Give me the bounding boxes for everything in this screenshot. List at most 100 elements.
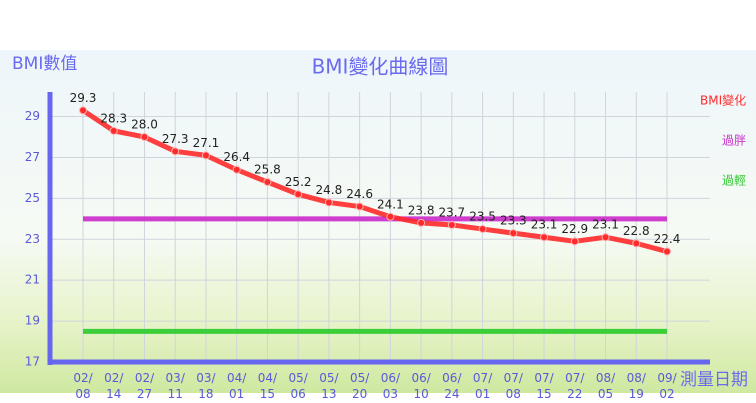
x-tick-part: 08 bbox=[75, 387, 90, 401]
data-point bbox=[79, 106, 87, 115]
x-tick-label: 09/02 bbox=[657, 371, 677, 401]
x-tick-part: 24 bbox=[444, 387, 459, 401]
x-tick-label: 07/22 bbox=[565, 371, 585, 401]
x-tick-part: 04/ bbox=[227, 371, 247, 385]
data-label: 28.3 bbox=[100, 111, 127, 125]
x-tick-part: 22 bbox=[567, 387, 582, 401]
x-tick-part: 18 bbox=[198, 387, 213, 401]
data-label: 23.1 bbox=[531, 218, 558, 232]
data-point bbox=[109, 126, 118, 135]
x-tick-part: 05 bbox=[598, 387, 613, 401]
data-label: 28.0 bbox=[131, 118, 158, 132]
data-point bbox=[324, 198, 333, 207]
data-point bbox=[201, 151, 210, 160]
data-label: 24.1 bbox=[377, 197, 404, 211]
data-point bbox=[140, 133, 149, 141]
data-point bbox=[478, 225, 487, 234]
x-axis-label: 測量日期 bbox=[680, 370, 748, 390]
x-tick-part: 08 bbox=[506, 387, 521, 401]
data-point bbox=[417, 218, 426, 227]
chart-title: BMI變化曲線圖 bbox=[312, 55, 449, 79]
data-label: 25.8 bbox=[254, 163, 281, 177]
data-point bbox=[570, 237, 579, 246]
x-tick-label: 07/01 bbox=[473, 371, 493, 401]
x-tick-label: 06/10 bbox=[411, 371, 431, 401]
x-tick-part: 06/ bbox=[442, 371, 462, 385]
series-line bbox=[81, 108, 668, 254]
x-tick-part: 06/ bbox=[411, 371, 431, 385]
x-tick-part: 19 bbox=[629, 387, 644, 401]
x-tick-part: 08/ bbox=[596, 371, 616, 385]
data-point bbox=[632, 239, 641, 248]
x-tick-label: 02/27 bbox=[135, 371, 155, 401]
y-tick-label: 29 bbox=[25, 109, 40, 123]
x-tick-part: 07/ bbox=[504, 371, 524, 385]
x-tick-label: 04/15 bbox=[258, 371, 278, 401]
legend-label: 過輕 bbox=[722, 174, 746, 188]
x-tick-part: 03/ bbox=[166, 371, 186, 385]
x-tick-label: 05/06 bbox=[289, 371, 309, 401]
x-tick-label: 08/05 bbox=[596, 371, 616, 401]
x-tick-part: 07/ bbox=[473, 371, 493, 385]
x-tick-part: 05/ bbox=[319, 371, 339, 385]
data-point bbox=[263, 178, 272, 186]
x-tick-part: 10 bbox=[413, 387, 428, 401]
data-point bbox=[540, 233, 549, 242]
x-tick-part: 07/ bbox=[534, 371, 554, 385]
data-point bbox=[232, 165, 241, 174]
data-point bbox=[386, 212, 395, 221]
x-tick-part: 07/ bbox=[565, 371, 585, 385]
y-tick-label: 27 bbox=[25, 150, 40, 164]
x-tick-part: 06/ bbox=[381, 371, 401, 385]
x-tick-label: 03/11 bbox=[166, 371, 186, 401]
x-tick-part: 05/ bbox=[350, 371, 370, 385]
x-tick-label: 07/15 bbox=[534, 371, 554, 401]
data-label: 23.7 bbox=[438, 205, 465, 219]
x-tick-label: 02/14 bbox=[104, 371, 124, 401]
x-tick-part: 11 bbox=[168, 387, 183, 401]
data-label: 23.5 bbox=[469, 210, 496, 224]
y-tick-label: 23 bbox=[25, 232, 40, 246]
y-axis-label: BMI數值 bbox=[12, 54, 77, 74]
x-tick-label: 02/08 bbox=[73, 371, 93, 401]
data-label: 27.1 bbox=[193, 136, 220, 150]
data-label: 26.4 bbox=[223, 150, 250, 164]
data-point bbox=[171, 147, 180, 156]
x-tick-label: 06/24 bbox=[442, 371, 462, 401]
data-point bbox=[294, 190, 303, 199]
data-label: 22.4 bbox=[654, 232, 681, 246]
data-point bbox=[355, 202, 364, 211]
data-label: 27.3 bbox=[162, 132, 189, 146]
x-tick-part: 15 bbox=[260, 387, 275, 401]
data-label: 24.8 bbox=[316, 183, 343, 197]
data-label: 23.1 bbox=[592, 218, 619, 232]
data-label: 22.9 bbox=[561, 222, 588, 236]
data-label: 23.8 bbox=[408, 203, 435, 217]
x-tick-label: 06/03 bbox=[381, 371, 401, 401]
x-tick-part: 05/ bbox=[289, 371, 309, 385]
data-point bbox=[601, 233, 610, 242]
x-tick-part: 14 bbox=[106, 387, 121, 401]
x-tick-part: 03 bbox=[383, 387, 398, 401]
x-tick-part: 15 bbox=[536, 387, 551, 401]
x-tick-label: 07/08 bbox=[504, 371, 524, 401]
data-label: 23.3 bbox=[500, 214, 527, 228]
x-tick-part: 01 bbox=[229, 387, 244, 401]
data-label: 24.6 bbox=[346, 187, 373, 201]
y-tick-label: 19 bbox=[25, 314, 40, 328]
x-tick-part: 02 bbox=[659, 387, 674, 401]
y-tick-label: 21 bbox=[25, 273, 40, 287]
x-tick-part: 02/ bbox=[104, 371, 124, 385]
legend-label: 過胖 bbox=[722, 134, 746, 148]
data-point bbox=[447, 220, 456, 229]
x-tick-part: 27 bbox=[137, 387, 152, 401]
data-point bbox=[663, 247, 671, 256]
x-tick-label: 05/20 bbox=[350, 371, 370, 401]
y-tick-label: 17 bbox=[25, 355, 40, 369]
background bbox=[0, 50, 756, 393]
x-tick-label: 08/19 bbox=[627, 371, 647, 401]
x-tick-label: 03/18 bbox=[196, 371, 216, 401]
x-tick-label: 04/01 bbox=[227, 371, 247, 401]
